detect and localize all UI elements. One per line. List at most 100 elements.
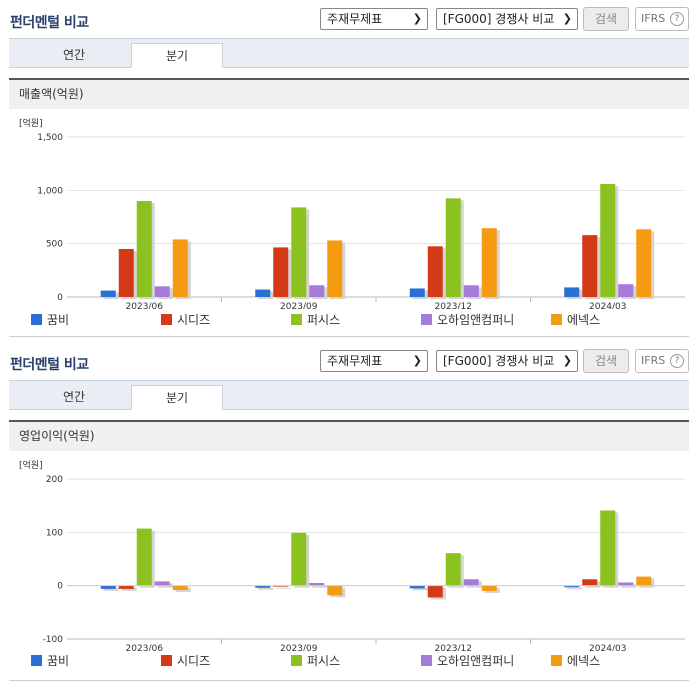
tab-annual[interactable]: 연간 [62,390,86,404]
legend-item[interactable]: 시디즈 [161,654,210,668]
bar [582,579,598,586]
bar [427,585,443,598]
bar [154,286,170,297]
bar-shadow [412,587,428,591]
help-icon[interactable]: ? [670,354,684,368]
bar-shadow [276,587,292,589]
bar-shadow [103,587,119,591]
legend-swatch [291,655,302,666]
legend-item[interactable]: 퍼시스 [291,313,340,327]
search-button[interactable]: 검색 [583,349,629,373]
x-tick-label: 2024/03 [589,644,626,651]
bar [154,581,170,586]
legend-item[interactable]: 시디즈 [161,313,210,327]
bar [118,249,134,297]
bar [273,585,289,587]
bar [636,229,652,297]
bar [172,239,188,297]
x-tick-label: 2023/12 [435,644,472,651]
bar [172,585,188,590]
bar [636,576,652,586]
operating-profit-chart: [억원] -100 0 100 200 2023/06 2023/09 2023/12 2024… [19,459,685,654]
panel-header: 펀더멘털 비교 주재무제표 ❯ [FG000] 경쟁사 비교 ❯ 검색 IFRS… [0,342,696,378]
panel-title: 펀더멘털 비교 [10,357,89,373]
fundamental-panel-operating-profit: 펀더멘털 비교 주재무제표 ❯ [FG000] 경쟁사 비교 ❯ 검색 IFRS… [0,342,696,684]
chart-area: [억원] 0 500 1,000 1,500 2023/06 2023/09 2023/12 2… [9,109,689,337]
legend-swatch [31,655,42,666]
bar [255,289,271,297]
bar [409,288,425,297]
chart-area: [억원] -100 0 100 200 2023/06 2023/09 2023/12 2024… [9,451,689,681]
bar [427,246,443,297]
legend-swatch [551,655,562,666]
legend-item[interactable]: 퍼시스 [291,654,340,668]
search-button[interactable]: 검색 [583,7,629,31]
panel-title: 펀더멘털 비교 [10,15,89,31]
ifrs-button[interactable]: IFRS ? [635,349,689,373]
compare-select[interactable]: [FG000] 경쟁사 비교 ❯ [436,350,578,372]
chevron-down-icon: ❯ [562,354,572,367]
x-tick-label: 2023/12 [435,302,472,309]
bar [600,183,616,297]
bar [445,198,461,297]
y-tick-label: 0 [57,293,63,303]
bar [118,585,134,589]
bar [100,290,116,297]
legend-item[interactable]: 꿈비 [31,654,69,668]
bar [618,582,634,586]
bar-shadow [567,587,583,590]
ifrs-button[interactable]: IFRS ? [635,7,689,31]
bar [291,207,307,297]
bar-shadow [121,587,137,591]
bar [409,585,425,589]
bar [136,201,152,297]
legend-item[interactable]: 오하임앤컴퍼니 [421,313,514,327]
legend-swatch [161,655,172,666]
y-tick-label: -100 [43,635,64,645]
bar [564,287,580,297]
tab-annual[interactable]: 연간 [62,48,86,62]
y-unit-label: [억원] [19,459,43,471]
bar [309,285,325,297]
legend-item[interactable]: 에넥스 [551,313,600,327]
chart-legend: 꿈비 시디즈 퍼시스 오하임앤컴퍼니 에넥스 [31,654,691,670]
period-tabs: 연간 분기 [9,380,689,410]
legend-item[interactable]: 오하임앤컴퍼니 [421,654,514,668]
fundamental-panel-revenue: 펀더멘털 비교 주재무제표 ❯ [FG000] 경쟁사 비교 ❯ 검색 IFRS… [0,0,696,340]
tab-quarterly[interactable]: 분기 [131,43,223,68]
tab-quarterly[interactable]: 분기 [131,385,223,410]
x-tick-label: 2023/09 [280,644,318,651]
legend-swatch [421,655,432,666]
bar [100,585,116,589]
y-tick-label: 200 [46,475,63,485]
bar [600,510,616,586]
bar [445,553,461,586]
bar-shadow [258,587,274,590]
chevron-down-icon: ❯ [412,354,422,367]
statement-select[interactable]: 주재무제표 ❯ [320,350,428,372]
legend-item[interactable]: 에넥스 [551,654,600,668]
bar [582,235,598,297]
y-unit-label: [억원] [19,117,43,129]
legend-swatch [421,314,432,325]
y-tick-label: 500 [46,240,63,250]
y-tick-label: 100 [46,528,63,538]
x-tick-label: 2024/03 [589,302,626,309]
bar [618,284,634,297]
bar [136,528,152,586]
legend-item[interactable]: 꿈비 [31,313,69,327]
bar [255,585,271,588]
y-tick-label: 0 [57,582,63,592]
statement-select[interactable]: 주재무제표 ❯ [320,8,428,30]
x-tick-label: 2023/06 [126,644,164,651]
bar [564,585,580,588]
legend-swatch [161,314,172,325]
help-icon[interactable]: ? [670,12,684,26]
period-tabs: 연간 분기 [9,38,689,68]
chart-legend: 꿈비 시디즈 퍼시스 오하임앤컴퍼니 에넥스 [31,313,691,329]
legend-swatch [551,314,562,325]
x-tick-label: 2023/09 [280,302,318,309]
x-tick-label: 2023/06 [126,302,164,309]
bar [481,228,497,297]
compare-select[interactable]: [FG000] 경쟁사 비교 ❯ [436,8,578,30]
